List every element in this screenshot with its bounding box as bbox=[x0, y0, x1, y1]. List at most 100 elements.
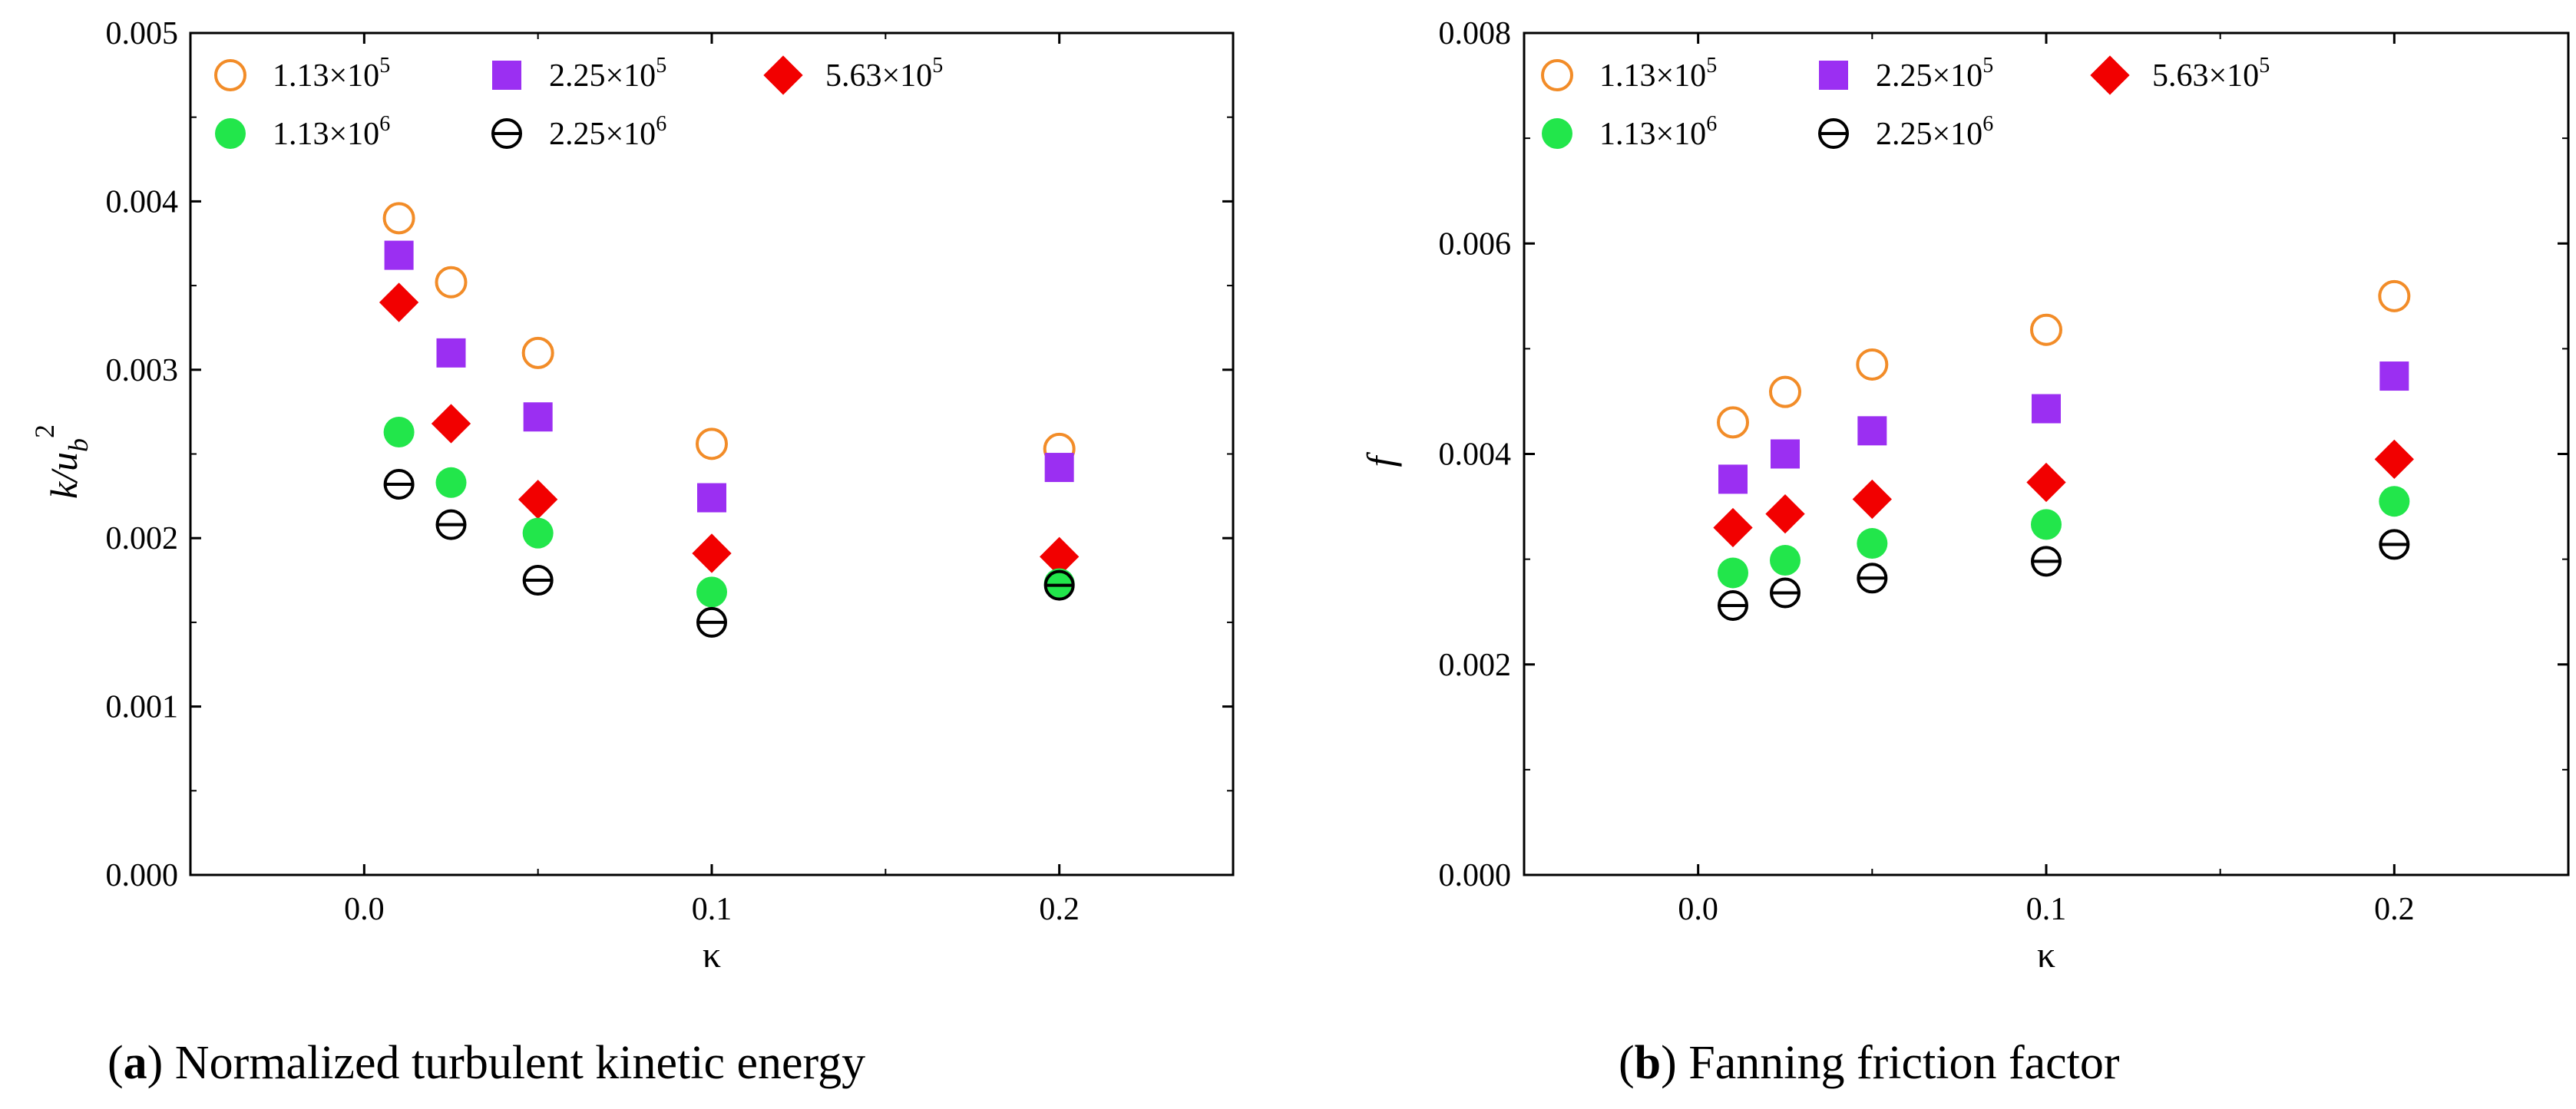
x-tick-label: 0.2 bbox=[1039, 892, 1080, 927]
y-tick-label: 0.000 bbox=[1439, 858, 1512, 893]
caption-prefix: ( bbox=[1619, 1037, 1635, 1089]
legend-mantissa: 1.13×10 bbox=[273, 117, 379, 152]
legend-mantissa: 1.13×10 bbox=[1599, 58, 1706, 94]
data-point bbox=[435, 509, 467, 540]
series-s113e5 bbox=[1717, 279, 2411, 439]
plot-frame bbox=[189, 31, 1235, 876]
legend-item-s113e5: 1.13×105 bbox=[214, 54, 390, 94]
legend-mantissa: 2.25×10 bbox=[549, 58, 656, 94]
data-point bbox=[1717, 406, 1749, 439]
series-s113e5 bbox=[382, 202, 1076, 465]
legend-mantissa: 2.25×10 bbox=[549, 117, 656, 152]
legend-item-s563e5: 5.63×105 bbox=[2090, 54, 2270, 95]
y-tick-label: 0.008 bbox=[1439, 16, 1512, 51]
legend-marker bbox=[1819, 61, 1848, 90]
data-point bbox=[435, 266, 468, 299]
legend-mantissa: 1.13×10 bbox=[1599, 117, 1706, 152]
data-point bbox=[2026, 462, 2066, 503]
x-axis: 0.0 0.1 0.2 bbox=[190, 33, 1234, 927]
legend-marker bbox=[215, 118, 246, 149]
legend-label: 2.25×106 bbox=[549, 112, 666, 152]
data-point bbox=[1770, 544, 1801, 576]
legend-label: 5.63×105 bbox=[2152, 54, 2270, 94]
legend-item-s225e6: 2.25×106 bbox=[1818, 112, 1993, 152]
caption-letter: b bbox=[1635, 1037, 1661, 1089]
data-point bbox=[522, 565, 554, 596]
series-s225e5 bbox=[1718, 361, 2409, 494]
legend-exponent: 5 bbox=[2259, 54, 2270, 78]
data-points bbox=[1713, 279, 2414, 621]
series-s225e5 bbox=[384, 240, 1074, 513]
panel-a: 0.000 0.001 0.002 0.003 0.004 0.005 0.0 0.1 0.2 κ… bbox=[29, 16, 1235, 1089]
data-point bbox=[436, 338, 466, 368]
data-point bbox=[383, 468, 415, 500]
data-point bbox=[1856, 348, 1889, 381]
data-point bbox=[1771, 439, 1800, 469]
data-point bbox=[431, 404, 471, 444]
data-point bbox=[696, 576, 727, 608]
legend-exponent: 5 bbox=[1706, 54, 1717, 78]
panel-caption: (a) Normalized turbulent kinetic energy bbox=[107, 1037, 865, 1089]
data-point bbox=[518, 480, 558, 520]
data-point bbox=[1713, 507, 1753, 548]
data-point bbox=[1044, 453, 1074, 483]
legend-item-s225e5: 2.25×105 bbox=[1819, 54, 1993, 94]
data-point bbox=[1852, 479, 1892, 520]
data-point bbox=[1857, 528, 1888, 559]
data-point bbox=[2379, 486, 2410, 517]
data-point bbox=[697, 483, 726, 513]
y-axis: 0.000 0.002 0.004 0.006 0.008 bbox=[1439, 16, 2568, 893]
legend-marker bbox=[492, 61, 521, 90]
caption-letter: a bbox=[124, 1037, 147, 1089]
data-point bbox=[382, 202, 415, 235]
data-point bbox=[2374, 439, 2414, 480]
data-point bbox=[2031, 509, 2062, 540]
panel-caption: (b) Fanning friction factor bbox=[1619, 1037, 2120, 1089]
data-point bbox=[435, 467, 467, 498]
data-point bbox=[383, 416, 415, 447]
series-s113e6 bbox=[383, 416, 1075, 608]
y-tick-label: 0.005 bbox=[106, 16, 179, 51]
y-tick-label: 0.004 bbox=[1439, 437, 1512, 473]
data-point bbox=[1040, 536, 1080, 576]
data-point bbox=[1770, 577, 1801, 609]
legend-mantissa: 2.25×10 bbox=[1876, 58, 1982, 94]
data-point bbox=[384, 240, 414, 270]
legend-item-s225e6: 2.25×106 bbox=[491, 112, 666, 152]
y-tick-label: 0.000 bbox=[106, 858, 179, 893]
legend-marker bbox=[1541, 59, 1573, 91]
data-point bbox=[2379, 529, 2410, 560]
data-point bbox=[696, 427, 728, 460]
data-point bbox=[2030, 313, 2062, 346]
y-tick-label: 0.003 bbox=[106, 353, 179, 388]
legend-label: 1.13×105 bbox=[1599, 54, 1717, 94]
x-tick-label: 0.0 bbox=[1678, 892, 1718, 927]
data-point bbox=[2032, 394, 2061, 424]
caption-prefix: ( bbox=[107, 1037, 124, 1089]
legend-exponent: 5 bbox=[932, 54, 943, 78]
series-s563e5 bbox=[1713, 439, 2414, 548]
x-tick-label: 0.2 bbox=[2374, 892, 2415, 927]
series-s225e6 bbox=[383, 468, 1075, 638]
data-point bbox=[1765, 494, 1805, 534]
legend-label: 1.13×105 bbox=[273, 54, 390, 94]
y-axis-label: f bbox=[1359, 451, 1402, 467]
legend-exponent: 5 bbox=[656, 54, 666, 78]
legend-exponent: 6 bbox=[1706, 112, 1717, 136]
y-tick-label: 0.002 bbox=[1439, 648, 1512, 683]
x-axis-label: κ bbox=[2037, 935, 2055, 975]
legend-item-s113e6: 1.13×106 bbox=[215, 112, 390, 152]
data-point bbox=[1857, 563, 1888, 594]
legend-exponent: 6 bbox=[1982, 112, 1993, 136]
legend-mantissa: 1.13×10 bbox=[273, 58, 379, 94]
legend-item-s225e5: 2.25×105 bbox=[492, 54, 666, 94]
legend-mantissa: 2.25×10 bbox=[1876, 117, 1982, 152]
legend-item-s563e5: 5.63×105 bbox=[763, 54, 943, 95]
y-label-sup: 2 bbox=[29, 424, 60, 438]
y-label-base: k/u bbox=[42, 452, 85, 499]
data-point bbox=[521, 336, 554, 369]
data-point bbox=[1718, 589, 1748, 621]
y-axis: 0.000 0.001 0.002 0.003 0.004 0.005 bbox=[106, 16, 1233, 893]
plot-frame bbox=[1523, 31, 2570, 876]
